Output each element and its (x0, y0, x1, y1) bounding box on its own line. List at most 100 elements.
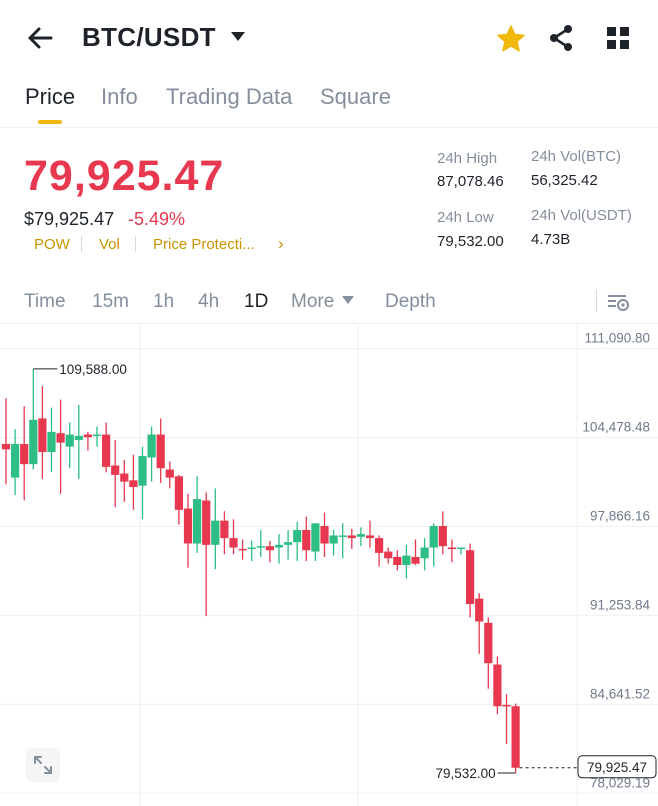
low-marker-label: 79,532.00 (436, 766, 496, 781)
chart-settings-icon (608, 295, 629, 311)
candle-body (466, 550, 475, 605)
candle-body (429, 526, 438, 548)
candle (238, 539, 247, 560)
candle-body (329, 535, 338, 544)
candle-body (302, 530, 311, 551)
candle-body (365, 535, 375, 539)
candle-body (420, 547, 429, 559)
tag-pow[interactable]: POW (34, 236, 70, 253)
candle-body (402, 555, 411, 566)
vol-btc-value: 56,325.42 (531, 172, 598, 189)
candle (402, 544, 411, 579)
candle-body (193, 499, 202, 544)
candle-body (147, 434, 156, 458)
high-value: 87,078.46 (437, 173, 504, 190)
tag-vol[interactable]: Vol (99, 236, 120, 253)
candle-body (311, 523, 320, 552)
candle (365, 520, 375, 548)
interval-1h[interactable]: 1h (153, 291, 175, 312)
chevron-right-icon[interactable]: › (278, 234, 284, 253)
candle (493, 656, 502, 715)
candle-body (220, 520, 229, 539)
interval-15m[interactable]: 15m (92, 291, 129, 312)
candle-body (447, 547, 456, 550)
candle (92, 426, 102, 447)
candle (511, 703, 520, 774)
tag-price-protection[interactable]: Price Protecti... (153, 236, 255, 253)
candle (20, 406, 29, 501)
interval-4h[interactable]: 4h (198, 291, 220, 312)
caret-down-icon[interactable] (230, 31, 246, 42)
candle-body (229, 538, 238, 548)
interval-1d[interactable]: 1D (244, 291, 269, 312)
tab-trading-data[interactable]: Trading Data (166, 84, 293, 109)
candle (311, 523, 320, 561)
candle-body (411, 556, 420, 564)
candles (1, 368, 520, 774)
candle-body (102, 434, 111, 467)
candle (47, 407, 56, 473)
share-icon (550, 25, 572, 51)
favorite-button[interactable] (494, 22, 528, 56)
candle-body (129, 480, 138, 488)
y-tick-label: 104,478.48 (582, 420, 650, 435)
candle (56, 399, 65, 494)
candle-body (484, 622, 493, 664)
chart-markers: 109,588.00 79,532.00 79,925.47 (33, 362, 657, 781)
chart-settings-button[interactable] (604, 288, 632, 316)
candle (193, 476, 202, 553)
interval-time[interactable]: Time (24, 291, 66, 312)
candle (256, 530, 265, 557)
vol-usdt-value: 4.73B (531, 231, 571, 248)
candle (74, 404, 83, 479)
back-button[interactable] (22, 20, 58, 56)
candle (111, 439, 120, 508)
candle (484, 617, 493, 689)
candle-body (356, 534, 365, 537)
tab-info[interactable]: Info (101, 84, 138, 109)
candle-body (65, 434, 74, 447)
candle (447, 539, 456, 563)
tab-price[interactable]: Price (25, 84, 76, 109)
vol-usdt-label: 24h Vol(USDT) (531, 207, 632, 224)
candle-body (438, 526, 447, 547)
interval-more[interactable]: More (291, 291, 335, 312)
candle (456, 547, 466, 555)
pair-title[interactable]: BTC/USDT (82, 22, 216, 52)
candle (320, 512, 329, 557)
candle (284, 530, 293, 560)
menu-button[interactable] (602, 22, 634, 54)
candle-body (47, 431, 56, 453)
candle (429, 523, 438, 567)
share-button[interactable] (546, 22, 578, 54)
candle (502, 694, 511, 744)
candle (1, 398, 11, 485)
candle (11, 429, 20, 496)
candle-body (511, 706, 520, 768)
candle-body (238, 548, 247, 551)
caret-down-icon[interactable] (342, 296, 354, 304)
expand-chart-button[interactable] (26, 748, 60, 782)
interval-depth[interactable]: Depth (385, 291, 436, 312)
candle-body (29, 419, 38, 465)
candle-body (375, 538, 384, 553)
candle-body (11, 443, 20, 478)
candle-body (111, 465, 120, 475)
candle-body (384, 551, 393, 559)
candle (247, 540, 256, 561)
candle (183, 493, 193, 568)
candle (338, 523, 347, 559)
candle (384, 547, 393, 564)
expand-icon (34, 756, 52, 774)
y-axis: 111,090.80 104,478.48 97,866.16 91,253.84 84… (582, 331, 650, 791)
candle-body (274, 544, 284, 548)
candle-body (338, 535, 347, 537)
y-tick-label: 78,029.19 (590, 775, 650, 790)
tab-square[interactable]: Square (320, 84, 391, 109)
candle (347, 528, 356, 549)
candle-body (56, 433, 65, 443)
candle (220, 511, 229, 555)
candle-body (393, 556, 402, 566)
candle-body (1, 443, 11, 450)
